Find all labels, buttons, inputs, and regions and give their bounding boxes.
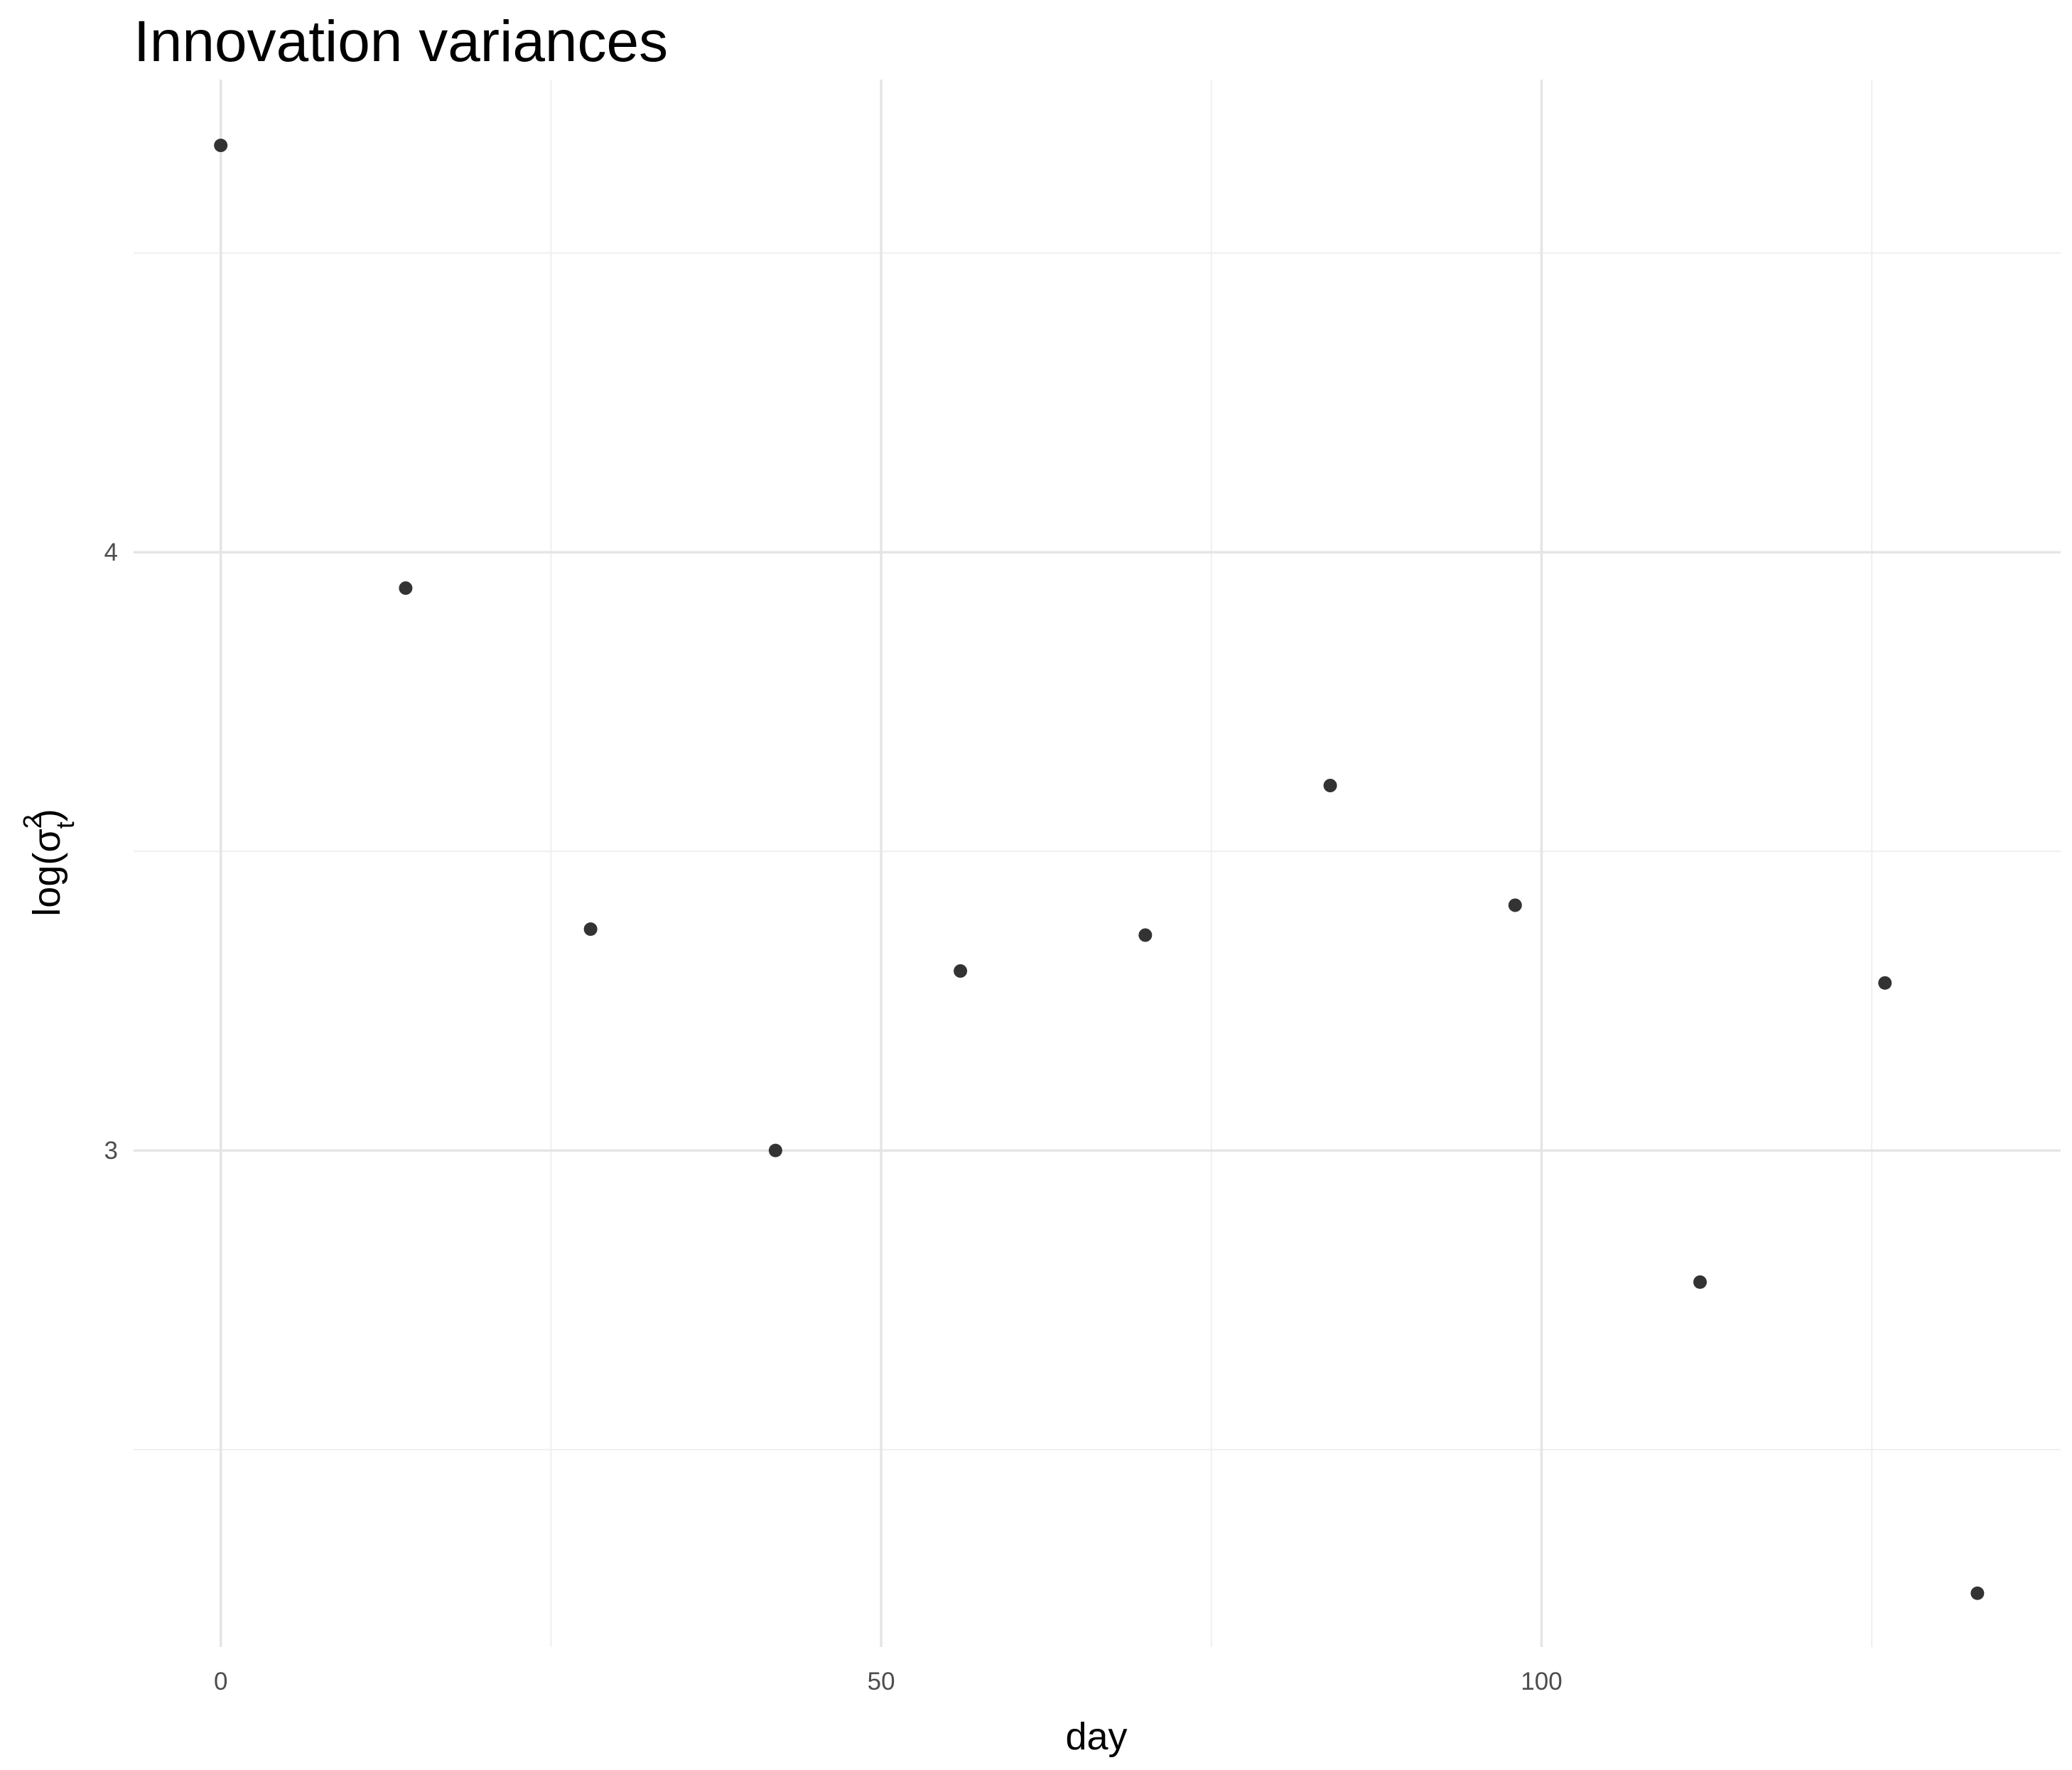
x-tick-label: 0 <box>214 1668 227 1695</box>
y-tick-label: 3 <box>104 1137 118 1165</box>
data-points <box>214 139 1985 1600</box>
x-tick-label: 100 <box>1521 1668 1562 1695</box>
data-point <box>1693 1275 1707 1289</box>
data-point <box>214 139 228 153</box>
y-axis-label-close: ) <box>26 809 68 821</box>
data-point <box>1878 976 1892 990</box>
y-tick-label: 4 <box>104 539 118 566</box>
data-point <box>1970 1586 1985 1600</box>
data-point <box>399 581 413 595</box>
major-gridlines <box>134 80 2061 1647</box>
data-point <box>954 964 968 978</box>
y-axis-label: log(σ2 t) <box>18 809 80 916</box>
x-axis-label: day <box>1065 1715 1127 1758</box>
minor-gridlines <box>134 80 2061 1647</box>
y-axis-label-base: log( <box>26 853 68 917</box>
data-point <box>1508 898 1522 912</box>
y-axis-label-superscript: 2 <box>18 814 47 829</box>
data-point <box>768 1143 782 1157</box>
data-point <box>1323 779 1337 793</box>
svg-text:log(σ2t): log(σ2 t) <box>18 809 80 916</box>
y-tick-labels: 34 <box>104 539 118 1165</box>
x-tick-label: 50 <box>868 1668 895 1695</box>
y-axis-label-subscript: t <box>50 821 80 829</box>
data-point <box>583 922 598 937</box>
x-tick-labels: 0 50 100 <box>214 1668 1563 1695</box>
chart-title: Innovation variances <box>134 9 668 74</box>
data-point <box>1138 928 1153 942</box>
y-axis-label-symbol: σ <box>26 829 68 852</box>
